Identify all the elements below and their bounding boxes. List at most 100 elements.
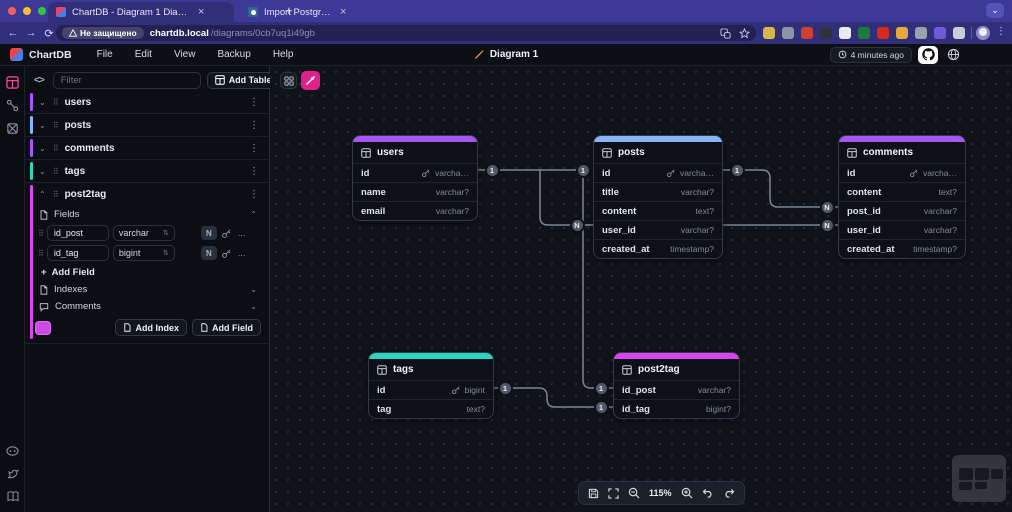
rail-discord-button[interactable] (0, 439, 25, 462)
layout-grid-button[interactable] (280, 72, 297, 89)
minimap[interactable] (952, 455, 1006, 502)
indexes-section-header[interactable]: Indexes ⌄ (25, 281, 269, 298)
sidebar-table-users[interactable]: ⌄ ⠿ users ⋮ (25, 91, 269, 114)
browser-chevron-button[interactable]: ⌄ (986, 3, 1004, 18)
field-type-select[interactable]: bigint ⇅ (112, 245, 175, 261)
drag-handle-icon[interactable]: ⠿ (52, 143, 59, 153)
extension-icon[interactable] (801, 27, 813, 39)
sidebar-table-posts[interactable]: ⌄ ⠿ posts ⋮ (25, 114, 269, 137)
canvas-table-tags[interactable]: tags id bigint tag text? (368, 352, 494, 419)
extension-icon[interactable] (858, 27, 870, 39)
table-field-row[interactable]: post_id varchar? (839, 201, 965, 220)
chevron-down-icon[interactable]: ⌄ (250, 302, 257, 311)
table-menu-icon[interactable]: ⋮ (249, 142, 259, 154)
diagram-canvas[interactable]: 1 1 N 1 N N 1 1 1 users id varcha… (270, 66, 1012, 512)
sidebar-table-post2tag[interactable]: ⌃ ⠿ post2tag ⋮ (25, 183, 269, 206)
undo-button[interactable] (702, 488, 714, 498)
sidebar-table-tags[interactable]: ⌄ ⠿ tags ⋮ (25, 160, 269, 183)
table-field-row[interactable]: id_post varchar? (614, 380, 739, 399)
filter-input[interactable] (52, 71, 201, 89)
rail-relationships-button[interactable] (0, 94, 25, 117)
extension-icon[interactable] (782, 27, 794, 39)
chevron-up-icon[interactable]: ⌃ (250, 210, 257, 219)
field-more-icon[interactable]: ... (237, 248, 246, 258)
table-menu-icon[interactable]: ⋮ (249, 189, 259, 200)
extension-icon[interactable] (915, 27, 927, 39)
redo-button[interactable] (723, 488, 735, 498)
extension-icon[interactable] (839, 27, 851, 39)
chevron-down-icon[interactable]: ⌄ (39, 120, 46, 130)
forward-icon[interactable]: → (25, 27, 37, 39)
menu-item[interactable]: Edit (134, 49, 152, 60)
drag-handle-icon[interactable]: ⠿ (52, 166, 59, 176)
canvas-table-users[interactable]: users id varcha… name varchar? (352, 135, 478, 221)
table-field-row[interactable]: id bigint (369, 380, 493, 399)
github-button[interactable] (918, 45, 938, 64)
browser-menu-icon[interactable]: ⋮ (996, 26, 1006, 37)
field-type-select[interactable]: varchar ⇅ (112, 225, 175, 241)
address-bar[interactable]: Не защищено chartdb.local /diagrams/0cb7… (56, 25, 756, 41)
fields-section-header[interactable]: Fields ⌃ (25, 206, 269, 223)
canvas-table-comments[interactable]: comments id varcha… content text? (838, 135, 966, 259)
primary-key-icon[interactable] (221, 228, 232, 239)
chevron-down-icon[interactable]: ⌄ (39, 143, 46, 153)
rail-tables-button[interactable] (0, 71, 25, 94)
reload-icon[interactable]: ⟳ (44, 27, 54, 40)
magic-arrange-button[interactable] (301, 71, 320, 90)
diagram-title-group[interactable]: Diagram 1 (474, 49, 538, 60)
minimize-window-button[interactable] (23, 7, 31, 15)
new-tab-button[interactable]: + (285, 3, 293, 18)
table-field-row[interactable]: created_at timestamp? (594, 239, 722, 258)
canvas-table-post2tag[interactable]: post2tag id_post varchar? id_tag bigint? (613, 352, 740, 419)
chevron-up-icon[interactable]: ⌃ (39, 190, 46, 199)
table-field-row[interactable]: content text? (594, 201, 722, 220)
back-icon[interactable]: ← (7, 27, 19, 39)
add-field-button[interactable]: Add Field (192, 319, 261, 336)
translate-icon[interactable] (720, 27, 731, 39)
table-field-row[interactable]: id varcha… (594, 163, 722, 182)
extension-icon[interactable] (934, 27, 946, 39)
language-button[interactable] (944, 46, 962, 64)
primary-key-icon[interactable] (221, 248, 232, 259)
chevron-down-icon[interactable]: ⌄ (39, 166, 46, 176)
field-name-input[interactable] (46, 225, 109, 241)
close-tab-icon[interactable]: × (198, 5, 205, 18)
extension-icon[interactable] (820, 27, 832, 39)
drag-handle-icon[interactable]: ⠿ (52, 190, 59, 199)
extension-icon[interactable] (896, 27, 908, 39)
field-name-input[interactable] (46, 245, 109, 261)
fit-view-button[interactable] (608, 487, 619, 499)
add-field-inline-button[interactable]: + Add Field (25, 263, 269, 281)
canvas-table-posts[interactable]: posts id varcha… title varchar? (593, 135, 723, 259)
nullable-toggle[interactable]: N (200, 246, 217, 260)
field-more-icon[interactable]: ... (237, 228, 246, 238)
menu-item[interactable]: File (96, 49, 113, 60)
comments-section-header[interactable]: Comments ⌄ (25, 298, 269, 315)
browser-tab-inactive[interactable]: Import PostgreSQL - ChartDB × (240, 2, 358, 22)
zoom-out-button[interactable] (628, 487, 640, 499)
rail-dependencies-button[interactable] (0, 117, 25, 140)
table-color-swatch[interactable] (35, 320, 51, 335)
close-window-button[interactable] (8, 7, 16, 15)
table-field-row[interactable]: id_tag bigint? (614, 399, 739, 418)
nullable-toggle[interactable]: N (200, 226, 217, 240)
browser-tab-active[interactable]: ChartDB - Diagram 1 Diagram × (48, 2, 234, 22)
extension-icon[interactable] (877, 27, 889, 39)
table-field-row[interactable]: title varchar? (594, 182, 722, 201)
menu-item[interactable]: Backup (217, 49, 251, 60)
table-menu-icon[interactable]: ⋮ (249, 96, 259, 108)
table-field-row[interactable]: email varchar? (353, 201, 477, 220)
add-index-button[interactable]: Add Index (115, 319, 187, 336)
table-field-row[interactable]: user_id varchar? (839, 220, 965, 239)
rail-docs-button[interactable] (0, 485, 25, 508)
table-field-row[interactable]: name varchar? (353, 182, 477, 201)
close-tab-icon[interactable]: × (340, 5, 347, 18)
chevron-down-icon[interactable]: ⌄ (250, 285, 257, 294)
table-field-row[interactable]: content text? (839, 182, 965, 201)
bookmark-star-icon[interactable] (739, 27, 750, 39)
code-view-button[interactable]: <> (34, 74, 45, 86)
save-button[interactable] (588, 488, 599, 499)
table-field-row[interactable]: id varcha… (353, 163, 477, 182)
table-field-row[interactable]: user_id varchar? (594, 220, 722, 239)
table-field-row[interactable]: created_at timestamp? (839, 239, 965, 258)
